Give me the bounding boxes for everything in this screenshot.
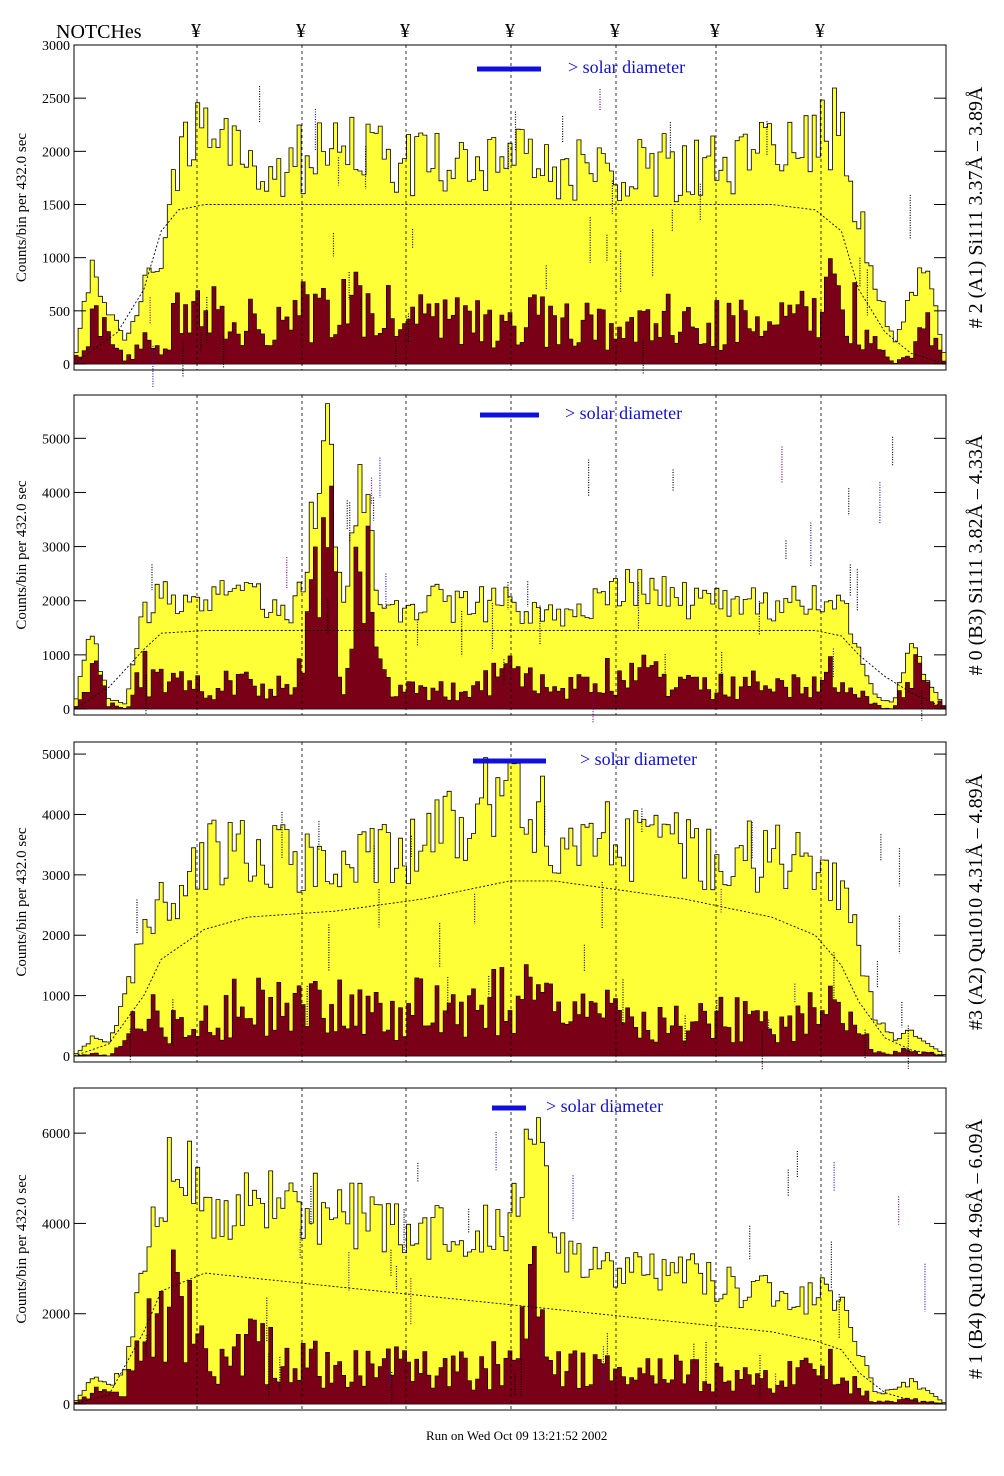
y-tick-label: 3000 [42,869,70,884]
notch-marker-4: ¥ [610,20,620,42]
run-footer: Run on Wed Oct 09 13:21:52 2002 [426,1428,607,1443]
y-tick-label: 1000 [42,990,70,1005]
y-tick-label: 2000 [42,145,70,160]
notch-marker-2: ¥ [400,20,410,42]
y-tick-label: 0 [63,358,70,373]
notch-marker-0: ¥ [191,20,201,42]
y-tick-label: 5000 [42,432,70,447]
spectrum-panel-3: 0 2000 4000 6000 Counts/bin per 432.0 sec # 1… [14,1087,987,1413]
notch-marker-3: ¥ [505,20,515,42]
spectrum-panel-1: 0 1000 2000 3000 4000 5000 Counts/bin per 432.… [14,394,987,724]
lower-histogram [73,258,947,365]
y-tick-label: 0 [63,1050,70,1065]
y-tick-label: 2500 [42,92,70,107]
notch-symbols: ¥ ¥ ¥ ¥ ¥ ¥ ¥ [191,20,825,42]
y-tick-label: 6000 [42,1127,70,1142]
y-axis: 0 2000 4000 6000 [42,1127,946,1413]
model-curve [73,630,947,710]
upper-histogram [73,1117,947,1405]
upper-histogram [73,87,947,365]
notch-marker-1: ¥ [296,20,306,42]
notches-title: NOTCHes [56,21,142,43]
model-curve [73,204,947,365]
y-tick-label: 500 [49,305,70,320]
y-axis: 0 500 1000 1500 2000 2500 3000 [42,39,946,373]
y-tick-label: 2000 [42,595,70,610]
y-tick-label: 3000 [42,541,70,556]
y-tick-label: 5000 [42,748,70,763]
line-id-annotations [149,86,911,389]
panel-range-label: # 1 (B4) Qu1010 4.96Å – 6.09Å [965,1118,987,1379]
panel-range-label: # 0 (B3) Si111 3.82Å – 4.33Å [965,434,987,675]
y-tick-label: 1000 [42,649,70,664]
y-tick-label: 4000 [42,1217,70,1232]
y-tick-label: 4000 [42,808,70,823]
lower-histogram [73,1246,947,1405]
y-tick-label: 0 [63,1398,70,1413]
y-axis-title: Counts/bin per 432.0 sec [14,827,30,976]
spectrum-panel-0: 0 500 1000 1500 2000 2500 3000 Counts/bin per 4… [14,39,987,389]
notch-marker-5: ¥ [710,20,720,42]
line-id-annotations [145,436,923,724]
upper-histogram [73,403,947,710]
y-axis: 0 1000 2000 3000 4000 5000 [42,748,946,1065]
y-tick-label: 2000 [42,1308,70,1323]
lower-histogram [73,964,947,1057]
y-tick-label: 2000 [42,929,70,944]
spectrum-panel-2: 0 1000 2000 3000 4000 5000 Counts/bin per 432.… [14,741,987,1070]
lower-histogram [73,485,947,710]
y-tick-label: 1500 [42,199,70,214]
y-tick-label: 3000 [42,39,70,54]
y-axis-title: Counts/bin per 432.0 sec [14,1174,30,1323]
y-axis-title: Counts/bin per 432.0 sec [14,133,30,282]
solar-diameter-label: > solar diameter [565,403,682,423]
panel-range-label: # 2 (A1) Si111 3.37Å – 3.89Å [965,86,987,328]
model-curve [73,880,947,1057]
line-id-annotations [129,806,909,1070]
y-tick-label: 1000 [42,252,70,267]
y-tick-label: 4000 [42,486,70,501]
y-axis-title: Counts/bin per 432.0 sec [14,480,30,629]
solar-diameter-label: > solar diameter [580,749,697,769]
panels: 0 500 1000 1500 2000 2500 3000 Counts/bin per 4… [14,39,987,1413]
panel-range-label: #3 (A2) Qu1010 4.31Å – 4.89Å [965,773,987,1030]
y-axis: 0 1000 2000 3000 4000 5000 [42,432,946,718]
y-tick-label: 0 [63,703,70,718]
solar-diameter-label: > solar diameter [568,57,685,77]
line-id-annotations [145,1131,926,1403]
solar-diameter-label: > solar diameter [546,1096,663,1116]
notch-marker-6: ¥ [815,20,825,42]
